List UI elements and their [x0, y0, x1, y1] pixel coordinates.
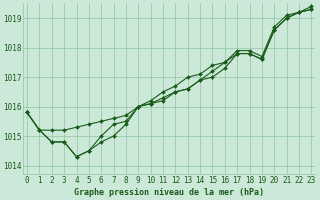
X-axis label: Graphe pression niveau de la mer (hPa): Graphe pression niveau de la mer (hPa) [74, 188, 264, 197]
